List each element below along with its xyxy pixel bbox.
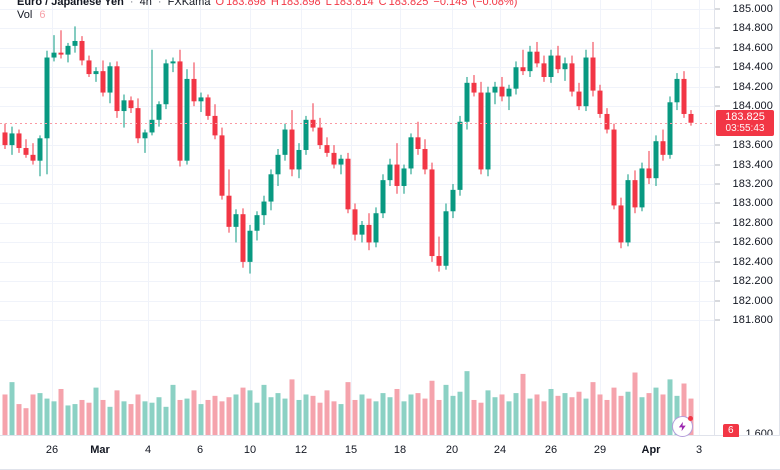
candlestick-series <box>2 26 694 437</box>
price-tick-0: 185.000 <box>732 2 773 15</box>
price-tick-12: 182.400 <box>732 255 773 268</box>
price-tick-14: 182.000 <box>732 294 773 307</box>
price-tick-dash-8 <box>715 183 720 185</box>
price-tick-dash-14 <box>715 300 720 302</box>
price-tick-dash-2 <box>715 47 720 49</box>
chart-pane[interactable] <box>0 0 716 437</box>
current-price-value: 183.825 <box>725 111 765 124</box>
price-tick-dash-4 <box>715 86 720 88</box>
time-scale[interactable]: 26 Mar 4 6 10 12 15 18 20 24 26 29 Apr 3 <box>0 435 780 469</box>
time-tick-1: Mar <box>90 444 110 456</box>
time-tick-10: 26 <box>544 444 558 456</box>
time-tick-9: 24 <box>493 444 507 456</box>
price-tick-10: 182.800 <box>732 216 773 229</box>
time-tick-4: 10 <box>243 444 257 456</box>
price-scale[interactable]: 185.000 184.800 184.600 184.400 184.200 184.0… <box>714 0 779 437</box>
price-tick-dash-11 <box>715 241 720 243</box>
price-line-overlay <box>0 123 716 124</box>
current-price-badge: 183.825 03:55:43 <box>716 110 774 137</box>
lightning-notification-dot <box>688 416 693 421</box>
lightning-icon[interactable] <box>672 416 693 437</box>
price-tick-3: 184.400 <box>732 61 773 74</box>
price-tick-dash-3 <box>715 66 720 68</box>
price-tick-9: 183.000 <box>732 197 773 210</box>
time-tick-8: 20 <box>445 444 459 456</box>
price-tick-dash-0 <box>715 8 720 10</box>
volume-badge: 6 <box>723 424 739 437</box>
time-tick-2: 4 <box>144 444 152 456</box>
time-tick-0: 26 <box>45 444 59 456</box>
volume-axis-label: 1.600 <box>745 428 773 437</box>
time-tick-6: 15 <box>344 444 358 456</box>
price-tick-dash-15 <box>715 319 720 321</box>
time-tick-3: 6 <box>196 444 204 456</box>
price-tick-dash-6 <box>715 144 720 146</box>
time-tick-5: 12 <box>294 444 308 456</box>
price-tick-5: 184.000 <box>732 100 773 113</box>
current-price-time: 03:55:43 <box>725 123 765 135</box>
price-tick-2: 184.600 <box>732 41 773 54</box>
price-tick-dash-5 <box>715 105 720 107</box>
price-tick-dash-1 <box>715 27 720 29</box>
time-tick-7: 18 <box>393 444 407 456</box>
price-tick-dash-13 <box>715 280 720 282</box>
price-tick-dash-7 <box>715 164 720 166</box>
time-tick-12: Apr <box>641 444 661 456</box>
price-tick-1: 184.800 <box>732 22 773 35</box>
lightning-glyph <box>678 421 686 432</box>
price-tick-11: 182.600 <box>732 236 773 249</box>
price-tick-7: 183.400 <box>732 158 773 171</box>
price-tick-15: 181.800 <box>732 314 773 327</box>
time-tick-11: 29 <box>593 444 607 456</box>
price-tick-4: 184.200 <box>732 80 773 93</box>
price-tick-dash-12 <box>715 261 720 263</box>
price-tick-8: 183.200 <box>732 178 773 191</box>
price-tick-dash-9 <box>715 202 720 204</box>
price-tick-13: 182.200 <box>732 275 773 288</box>
price-tick-dash-10 <box>715 222 720 224</box>
time-tick-13: 3 <box>695 444 703 456</box>
price-tick-6: 183.600 <box>732 139 773 152</box>
